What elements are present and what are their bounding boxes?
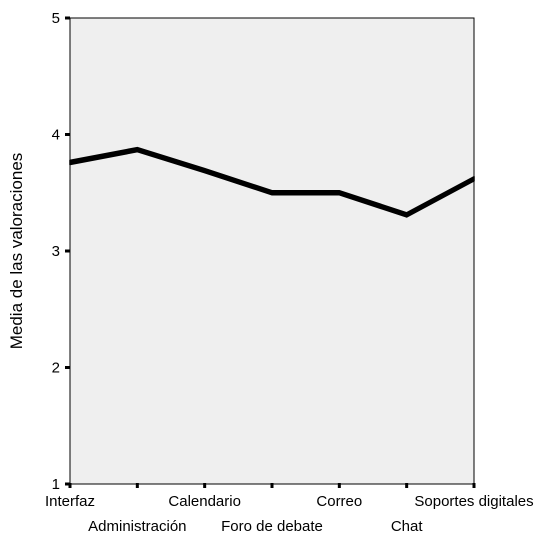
series-line bbox=[69, 150, 475, 218]
y-axis-title: Media de las valoraciones bbox=[7, 153, 26, 350]
x-tick-mark bbox=[135, 483, 139, 488]
x-tick-mark bbox=[472, 483, 476, 488]
y-tick-label: 5 bbox=[52, 10, 60, 27]
x-tick-label: Chat bbox=[391, 518, 424, 535]
series-line bbox=[69, 149, 475, 217]
x-axis: Interfaz Administración Calendario Foro de … bbox=[45, 483, 534, 535]
series-line bbox=[69, 146, 475, 214]
x-tick-mark bbox=[68, 483, 72, 488]
x-tick-label: Administración bbox=[88, 518, 186, 535]
x-tick-mark bbox=[405, 483, 409, 488]
y-tick-mark bbox=[65, 133, 70, 136]
y-tick-mark bbox=[65, 16, 70, 20]
y-tick-mark bbox=[65, 482, 70, 486]
x-tick-mark bbox=[203, 483, 207, 488]
x-tick-label: Foro de debate bbox=[221, 518, 323, 535]
x-tick-label: Calendario bbox=[168, 493, 241, 510]
x-tick-label: Interfaz bbox=[45, 493, 95, 510]
y-tick-mark bbox=[65, 366, 70, 369]
plot-area bbox=[69, 17, 475, 485]
y-tick-label: 4 bbox=[52, 127, 60, 144]
x-tick-label: Soportes digitales bbox=[414, 493, 533, 510]
series-layer bbox=[69, 146, 475, 218]
x-tick-mark bbox=[270, 483, 274, 488]
y-tick-mark bbox=[65, 249, 70, 253]
y-tick-label: 2 bbox=[52, 360, 60, 377]
x-tick-mark bbox=[337, 483, 341, 488]
y-axis: 1 2 3 4 5 bbox=[52, 10, 70, 493]
x-tick-label: Correo bbox=[316, 493, 362, 510]
y-tick-label: 1 bbox=[52, 476, 60, 493]
series-line bbox=[69, 147, 475, 215]
y-tick-label: 3 bbox=[52, 243, 60, 260]
